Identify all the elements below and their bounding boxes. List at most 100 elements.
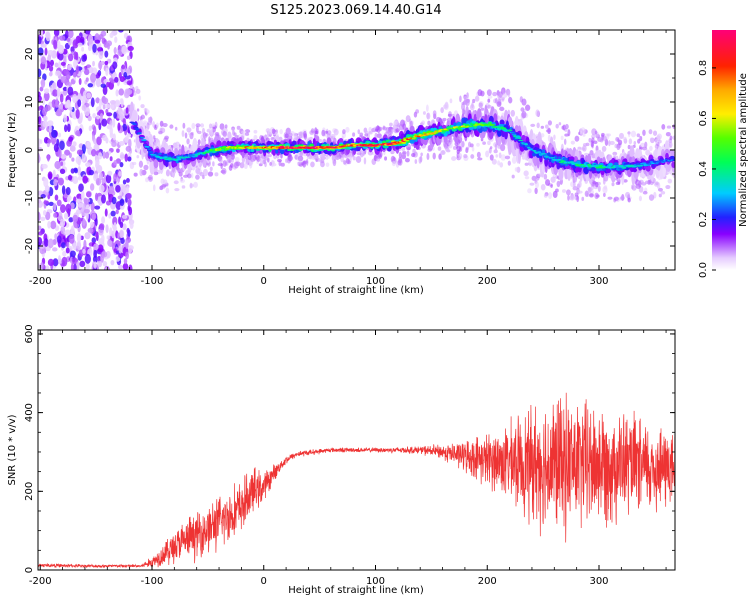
heatmap-cell [94,218,98,226]
heatmap-cell [556,180,561,188]
heatmap-cell [143,144,147,146]
colorbar-gradient [712,30,736,270]
spectrogram-x-label: Height of straight line (km) [288,285,424,296]
heatmap-cell [75,155,82,165]
colorbar-tick-label: 0.2 [698,212,709,228]
heatmap-cell [92,113,96,119]
heatmap-cell [401,154,407,160]
heatmap-cell [109,156,113,162]
heatmap-cell [648,129,653,135]
heatmap-cell [236,125,241,130]
heatmap-cell [87,34,94,45]
heatmap-cell [321,152,326,160]
heatmap-cell [60,226,66,235]
heatmap-cell [105,250,111,259]
heatmap-cell [113,173,118,182]
heatmap-cell [56,199,62,207]
heatmap-cell [66,241,70,248]
heatmap-cell [104,151,110,159]
heatmap-cell [115,209,119,215]
heatmap-cell [128,138,132,149]
heatmap-cell [317,157,321,162]
heatmap-cell [95,178,102,186]
heatmap-cell [208,123,213,129]
heatmap-cell [98,49,104,60]
heatmap-cell [122,223,127,231]
heatmap-cell [219,123,225,130]
heatmap-cell [118,30,124,33]
x-tick-label: 0 [261,276,267,287]
heatmap-cell [84,30,91,35]
heatmap-cell [440,107,444,114]
heatmap-cell [194,154,199,157]
heatmap-cell [79,260,86,268]
heatmap-cell [117,106,122,116]
heatmap-cell [76,149,84,156]
heatmap-cell [250,158,256,162]
heatmap-cell [58,35,66,41]
heatmap-cell [40,78,46,89]
heatmap-cell [57,177,65,186]
x-tick-label: -100 [141,276,164,287]
heatmap-cell [92,255,98,263]
heatmap-cell [619,196,625,200]
heatmap-cell [54,233,58,240]
heatmap-cell [87,44,92,52]
heatmap-cell [59,93,64,103]
x-tick-label: 100 [366,576,385,587]
heatmap-cell [359,132,364,137]
heatmap-cell [52,258,59,267]
heatmap-cell [485,150,490,158]
heatmap-cell [43,200,49,205]
page-title: S125.2023.069.14.40.G14 [270,3,441,18]
heatmap-cell [331,155,335,162]
snr-plot-area [38,392,675,569]
heatmap-cell [616,143,621,151]
heatmap-cell [521,98,527,106]
heatmap-cell [67,174,73,181]
heatmap-cell [54,160,61,170]
heatmap-cell [57,52,64,61]
heatmap-cell [72,93,78,104]
heatmap-cell [43,88,50,94]
heatmap-cell [510,128,516,132]
heatmap-cell [448,141,453,149]
heatmap-cell [132,86,135,94]
heatmap-cell [101,194,106,204]
heatmap-cell [480,107,485,111]
heatmap-cell [127,245,133,254]
y-tick-label: 20 [24,48,35,61]
heatmap-cell [207,150,213,153]
heatmap-cell [476,142,480,147]
heatmap-cell [584,152,589,156]
heatmap-cell [118,171,122,177]
heatmap-cell [581,196,585,202]
heatmap-cell [487,95,493,99]
heatmap-cell [648,194,655,201]
heatmap-cell [138,132,142,135]
heatmap-cell [38,111,41,118]
heatmap-cell [40,43,47,48]
heatmap-cell [185,156,191,158]
heatmap-cell [299,152,304,157]
heatmap-cell [145,177,149,183]
heatmap-cell [497,160,501,166]
heatmap-cell [451,156,457,161]
heatmap-cell [186,127,192,133]
heatmap-cell [550,176,556,183]
heatmap-cell [195,167,201,175]
heatmap-cell [271,160,275,166]
heatmap-cell [122,118,126,126]
heatmap-cell [356,152,362,156]
y-tick-label: 0 [24,567,35,573]
heatmap-cell [112,118,116,128]
snr-x-label: Height of straight line (km) [288,585,424,596]
heatmap-cell [665,132,671,137]
heatmap-cell [432,152,436,160]
heatmap-cell [253,129,258,134]
heatmap-cell [570,193,575,201]
heatmap-cell [553,134,556,141]
heatmap-cell [38,142,41,148]
heatmap-cell [81,54,87,62]
heatmap-cell [53,39,58,49]
